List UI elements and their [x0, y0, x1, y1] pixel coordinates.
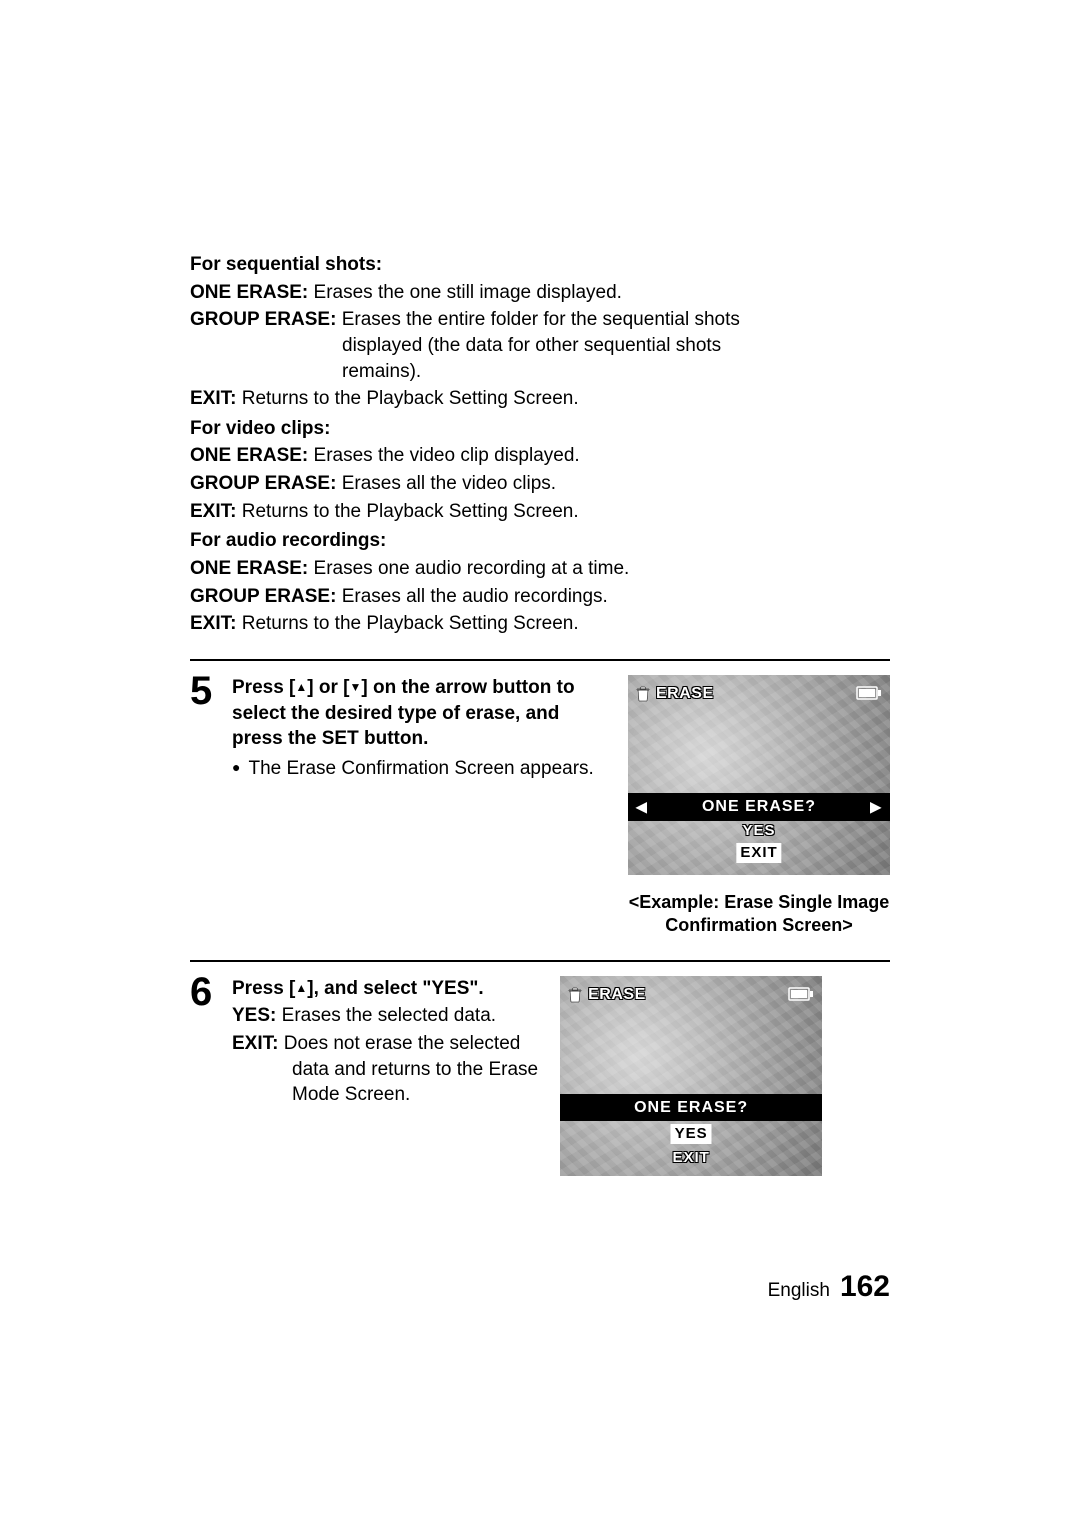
section-video: For video clips: ONE ERASE: Erases the v…	[190, 416, 890, 525]
step-number: 5	[190, 671, 218, 711]
footer-page-number: 162	[840, 1267, 890, 1308]
battery-icon	[788, 984, 814, 1010]
step-instruction: Press [▲], and select "YES".	[232, 976, 538, 1002]
lcd-example-2: ERASE ONE ERASE? YES EXIT	[560, 976, 822, 1176]
footer-language: English	[768, 1278, 830, 1304]
section-sequential: For sequential shots: ONE ERASE: Erases …	[190, 252, 890, 412]
step-instruction: Press [▲] or [▼] on the arrow button to …	[232, 675, 606, 752]
page-footer: English 162	[768, 1267, 890, 1308]
def-one-erase: ONE ERASE: Erases the one still image di…	[190, 280, 890, 306]
section-audio: For audio recordings: ONE ERASE: Erases …	[190, 528, 890, 637]
def-exit: EXIT: Does not erase the selected	[232, 1031, 538, 1057]
def-exit: EXIT: Returns to the Playback Setting Sc…	[190, 386, 890, 412]
def-yes: YES: Erases the selected data.	[232, 1003, 538, 1029]
lcd-option-exit: EXIT	[668, 1148, 713, 1168]
step-bullet: ● The Erase Confirmation Screen appears.	[232, 756, 606, 782]
def-group-erase: GROUP ERASE: Erases the entire folder fo…	[190, 307, 890, 333]
up-arrow-icon: ▲	[295, 679, 307, 695]
trash-icon	[636, 686, 650, 702]
lcd-screen: ERASE ONE ERASE? YES EXIT	[628, 675, 890, 875]
lcd-option-yes: YES	[738, 821, 779, 841]
step-number: 6	[190, 972, 218, 1012]
step-5: 5 Press [▲] or [▼] on the arrow button t…	[190, 675, 890, 938]
lcd-screen: ERASE ONE ERASE? YES EXIT	[560, 976, 822, 1176]
lcd-option-yes: YES	[671, 1124, 712, 1144]
lcd-title: ERASE	[656, 683, 714, 705]
divider	[190, 659, 890, 661]
lcd-option-exit: EXIT	[736, 843, 781, 863]
lcd-prompt-bar: ONE ERASE?	[560, 1094, 822, 1122]
up-arrow-icon: ▲	[295, 980, 307, 996]
lcd-prompt-bar: ONE ERASE?	[628, 793, 890, 821]
lcd-title: ERASE	[588, 984, 646, 1006]
section-header: For audio recordings:	[190, 528, 890, 554]
divider	[190, 960, 890, 962]
manual-page: For sequential shots: ONE ERASE: Erases …	[0, 0, 1080, 1176]
lcd-caption: <Example: Erase Single Image Confirmatio…	[628, 891, 890, 938]
trash-icon	[568, 987, 582, 1003]
lcd-example-1: ERASE ONE ERASE? YES EXIT <Example: Eras…	[628, 675, 890, 938]
bullet-icon: ●	[232, 756, 240, 782]
section-header: For sequential shots:	[190, 252, 890, 278]
section-header: For video clips:	[190, 416, 890, 442]
battery-icon	[856, 683, 882, 709]
step-6: 6 Press [▲], and select "YES". YES: Eras…	[190, 976, 890, 1176]
down-arrow-icon: ▼	[349, 679, 361, 695]
